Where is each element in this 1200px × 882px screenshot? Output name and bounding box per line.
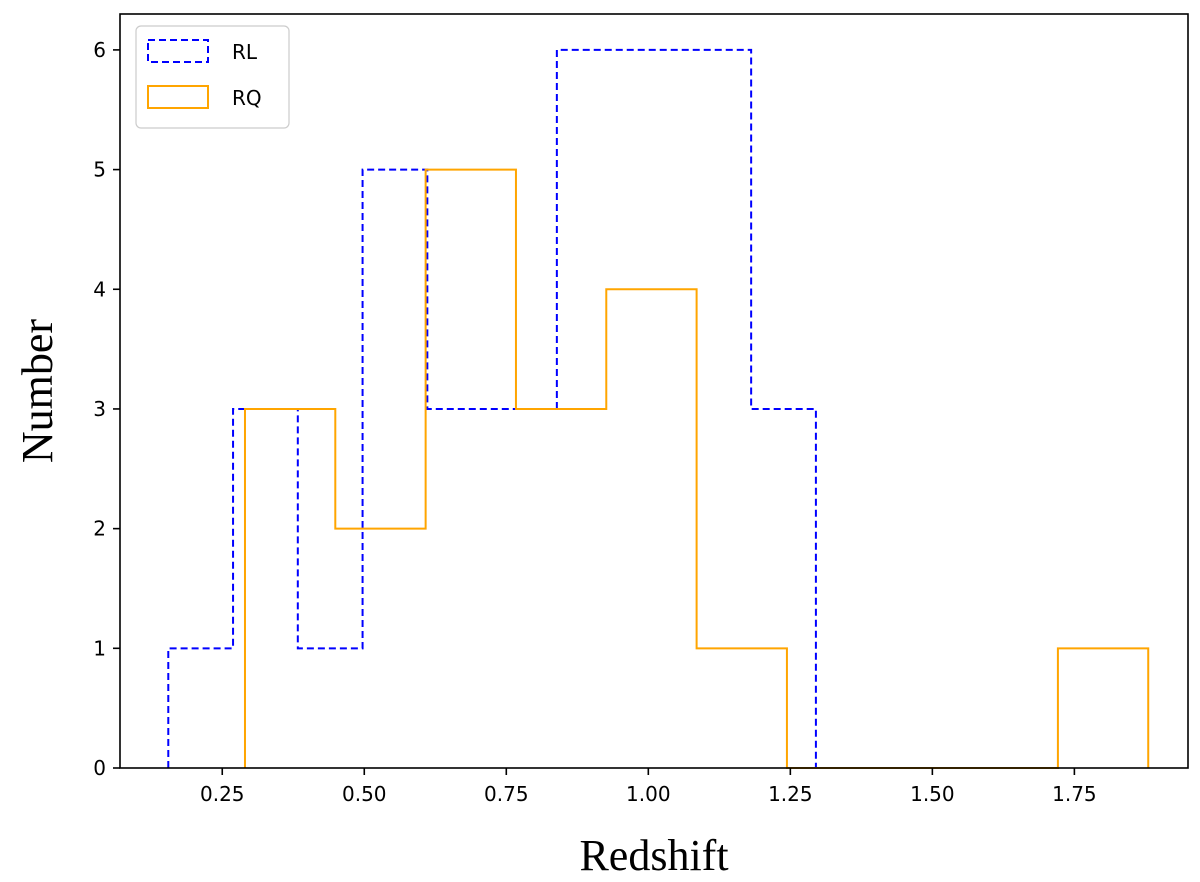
x-tick-label: 0.25 bbox=[200, 782, 245, 806]
y-tick-label: 5 bbox=[93, 158, 106, 182]
y-tick-label: 4 bbox=[93, 277, 106, 301]
plot-frame bbox=[119, 13, 1189, 769]
x-tick-label: 1.50 bbox=[910, 782, 955, 806]
x-tick-label: 0.75 bbox=[484, 782, 529, 806]
y-tick-label: 0 bbox=[93, 756, 106, 780]
x-tick-label: 0.50 bbox=[342, 782, 387, 806]
y-axis-title: Number bbox=[13, 319, 62, 464]
x-axis-ticks: 0.25 0.50 0.75 1.00 1.25 1.50 1.75 bbox=[200, 768, 1097, 806]
y-tick-label: 2 bbox=[93, 517, 106, 541]
legend-label-rl: RL bbox=[232, 40, 258, 64]
y-tick-label: 1 bbox=[93, 636, 106, 660]
x-axis-title: Redshift bbox=[579, 831, 728, 880]
x-tick-label: 1.25 bbox=[768, 782, 813, 806]
legend-label-rq: RQ bbox=[232, 86, 262, 110]
legend-swatch-rl bbox=[147, 39, 209, 63]
y-axis-ticks: 0 1 2 3 4 5 6 bbox=[93, 38, 120, 780]
legend-box bbox=[135, 25, 290, 129]
x-tick-label: 1.75 bbox=[1052, 782, 1097, 806]
y-tick-label: 6 bbox=[93, 38, 106, 62]
legend: RL RQ bbox=[135, 25, 290, 129]
y-tick-label: 3 bbox=[93, 397, 106, 421]
legend-swatch-rq bbox=[147, 85, 209, 109]
x-tick-label: 1.00 bbox=[626, 782, 671, 806]
series-rl-step-line bbox=[167, 48, 817, 768]
